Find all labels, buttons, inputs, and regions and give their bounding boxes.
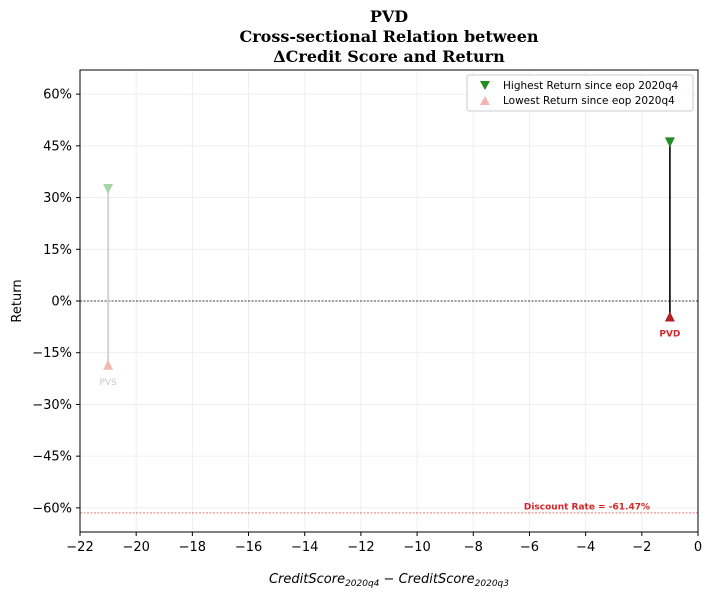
x-tick-label: 0	[694, 540, 702, 555]
x-tick-label: −18	[179, 540, 206, 555]
reference-lines: Discount Rate = -61.47%	[80, 300, 698, 514]
low-return-marker	[103, 359, 114, 370]
chart-title-line-3: ΔCredit Score and Return	[273, 47, 505, 66]
legend-marker-lowest	[480, 96, 490, 105]
y-axis: −60% −45% −30% −15% 0% 15% 30% 45% 60%	[32, 88, 80, 516]
high-return-marker	[103, 183, 114, 194]
y-tick-label: −15%	[32, 346, 72, 361]
y-tick-label: −30%	[32, 398, 72, 413]
chart-title: PVD Cross-sectional Relation between ΔCr…	[240, 7, 539, 66]
y-tick-label: −45%	[32, 450, 72, 465]
x-tick-label: −10	[403, 540, 430, 555]
legend: Highest Return since eop 2020q4 Lowest R…	[466, 74, 694, 112]
x-tick-label: −14	[291, 540, 318, 555]
ticker-label: PVS	[99, 378, 117, 388]
x-tick-label: −22	[66, 540, 93, 555]
chart-title-line-2: Cross-sectional Relation between	[240, 27, 539, 46]
legend-label-lowest: Lowest Return since eop 2020q4	[503, 95, 675, 107]
y-tick-label: 45%	[43, 139, 72, 154]
x-tick-label: −8	[464, 540, 483, 555]
x-tick-label: −12	[347, 540, 374, 555]
low-return-marker	[664, 311, 675, 322]
y-tick-label: 30%	[43, 191, 72, 206]
x-label-term-1: CreditScore	[269, 572, 345, 587]
y-axis-label: Return	[10, 279, 25, 322]
x-label-sub-1: 2020q4	[345, 579, 380, 589]
y-tick-label: 60%	[43, 88, 72, 103]
x-label-term-2: CreditScore	[399, 572, 475, 587]
x-tick-label: −20	[122, 540, 149, 555]
x-tick-label: −6	[520, 540, 539, 555]
x-tick-label: −2	[632, 540, 651, 555]
high-return-marker	[664, 137, 675, 148]
legend-box	[466, 74, 694, 112]
y-tick-label: −60%	[32, 501, 72, 516]
x-label-minus: −	[379, 572, 398, 587]
legend-marker-highest	[480, 81, 490, 90]
y-tick-label: 0%	[51, 295, 72, 310]
x-axis-label: CreditScore2020q4 − CreditScore2020q3	[269, 572, 509, 589]
y-tick-label: 15%	[43, 243, 72, 258]
discount-rate-label: Discount Rate = -61.47%	[524, 502, 650, 512]
x-label-sub-2: 2020q3	[475, 579, 510, 589]
x-tick-label: −4	[576, 540, 595, 555]
x-tick-label: −16	[235, 540, 262, 555]
chart-title-line-1: PVD	[370, 7, 408, 26]
data-marks: PVS PVD	[99, 137, 680, 388]
x-axis: −22 −20 −18 −16 −14 −12 −10 −8 −6 −4 −2 0	[66, 532, 702, 555]
ticker-label: PVD	[659, 330, 680, 340]
legend-label-highest: Highest Return since eop 2020q4	[503, 80, 679, 92]
